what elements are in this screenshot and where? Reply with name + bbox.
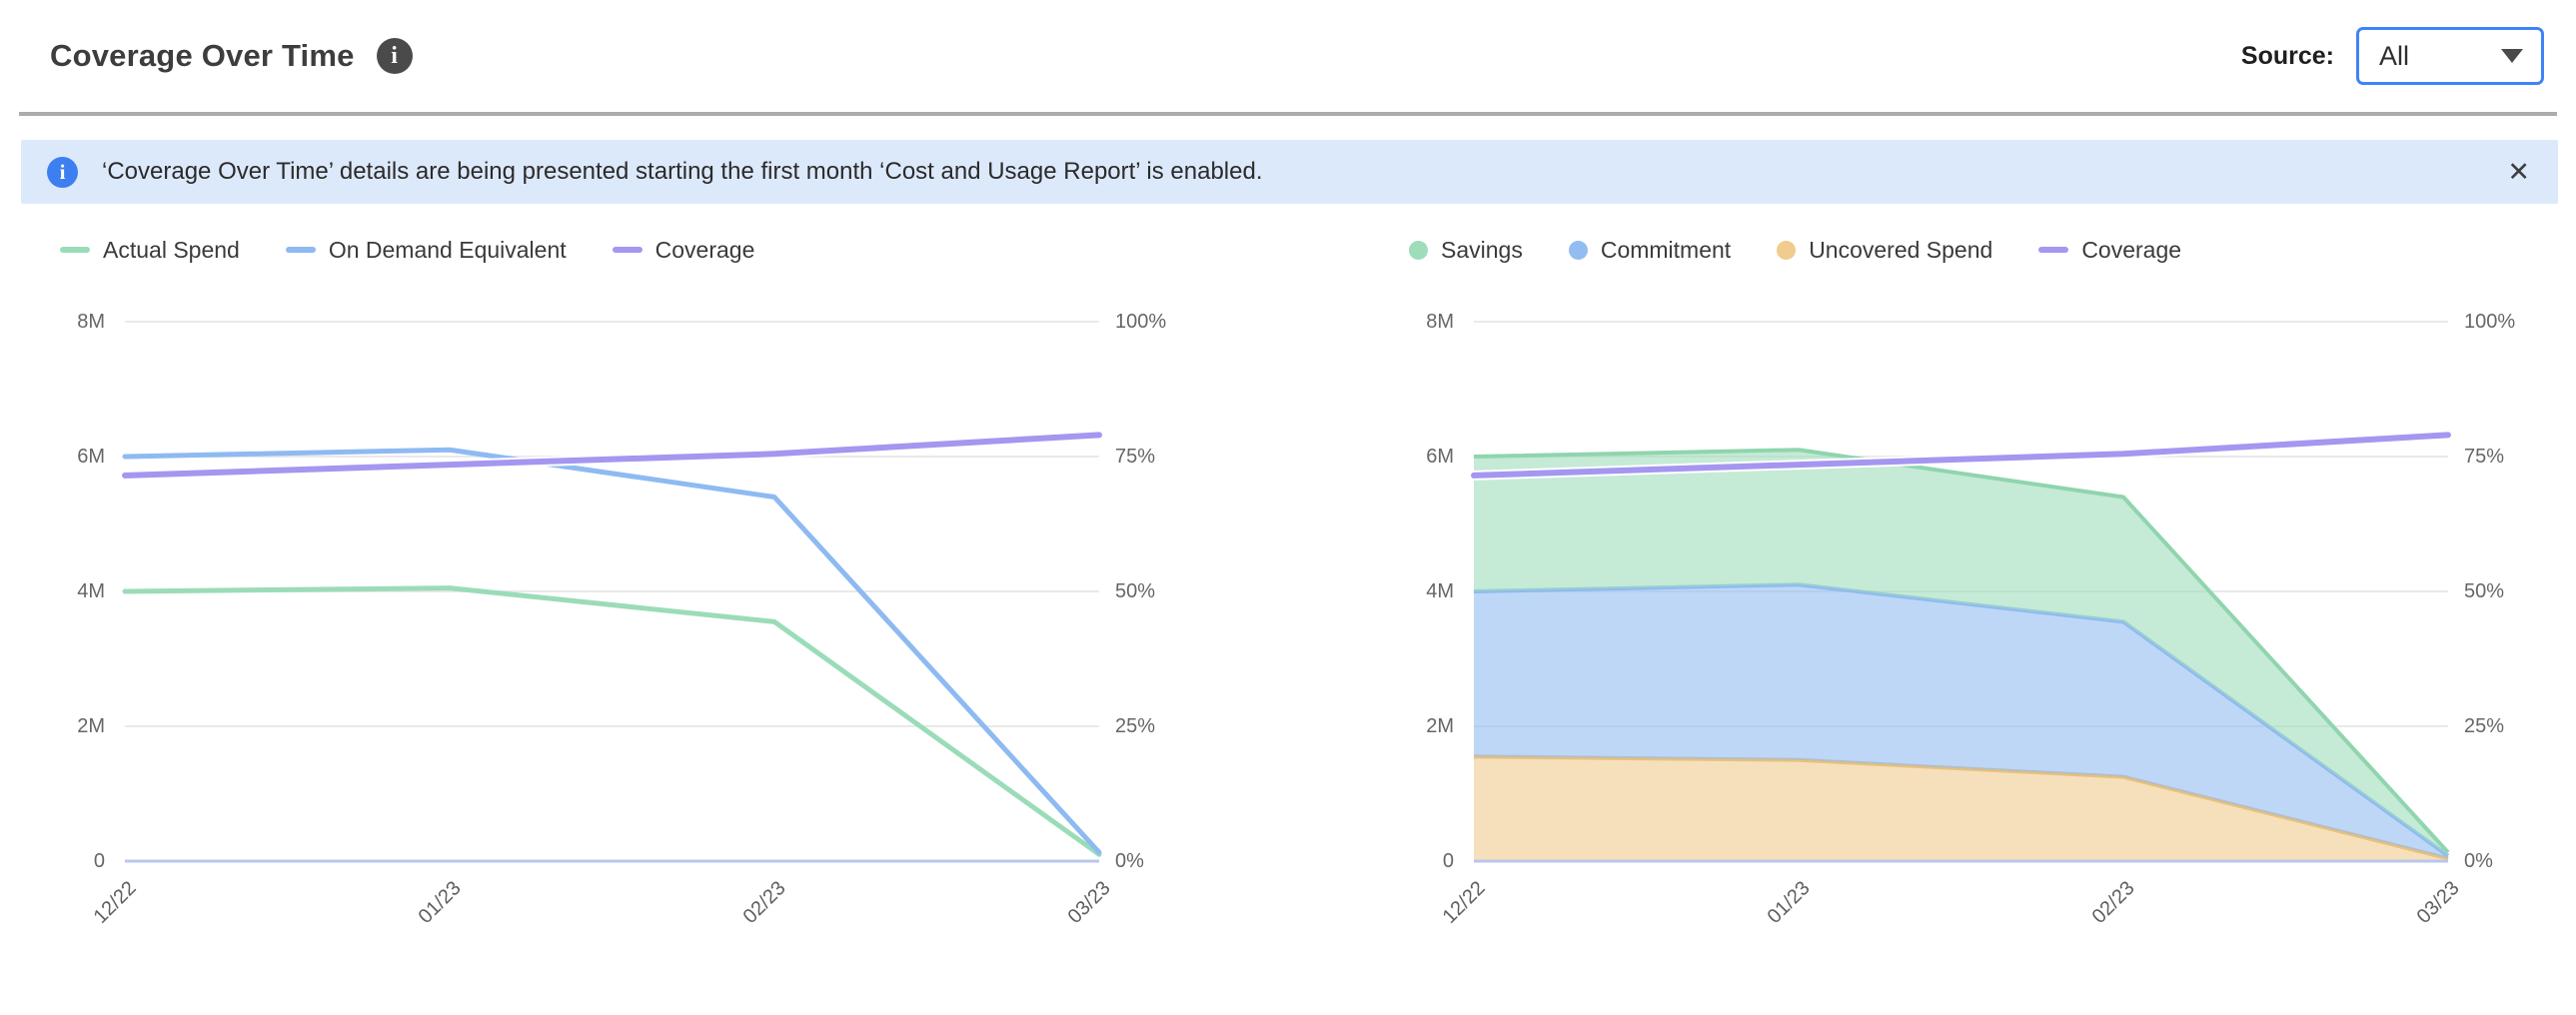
legend-dot-icon [1409, 240, 1428, 260]
area-chart-legend: Savings Commitment Uncovered Spend Coverage [1409, 234, 2528, 266]
charts-row: Actual Spend On Demand Equivalent Coverage… [0, 234, 2576, 965]
info-icon[interactable]: i [376, 38, 413, 74]
legend-dot-icon [1777, 240, 1797, 260]
axis-tick-label: 0 [1442, 850, 1454, 872]
axis-tick-label: 2M [1426, 715, 1454, 737]
legend-label: Actual Spend [103, 236, 240, 263]
legend-line-icon [2038, 247, 2069, 253]
axis-tick-label: 4M [1426, 580, 1454, 602]
legend-item-commitment[interactable]: Commitment [1568, 236, 1732, 264]
area-plot-svg [1469, 321, 2453, 863]
y-axis-left: 8M 6M 4M 2M 0 [48, 311, 125, 872]
line-chart-legend: Actual Spend On Demand Equivalent Coverage [60, 234, 1179, 266]
x-axis-tick-label: 12/22 [1438, 877, 1490, 928]
axis-tick-label: 75% [1115, 446, 1156, 468]
x-axis-tick-label: 01/23 [1763, 877, 1815, 928]
x-axis-tick-label: 03/23 [2412, 877, 2464, 928]
source-label: Source: [2240, 41, 2334, 70]
info-banner: i ‘Coverage Over Time’ details are being… [21, 140, 2558, 204]
axis-tick-label: 6M [77, 446, 105, 468]
legend-label: On Demand Equivalent [328, 236, 567, 263]
axis-tick-label: 2M [77, 715, 105, 737]
legend-line-icon [285, 247, 316, 253]
legend-line-icon [60, 247, 90, 253]
axis-tick-label: 100% [1115, 311, 1167, 333]
line-plot-svg [120, 321, 1104, 863]
legend-label: Coverage [654, 236, 755, 263]
stacked-area-chart: Savings Commitment Uncovered Spend Coverage… [1397, 234, 2528, 965]
legend-line-icon [612, 247, 643, 253]
axis-tick-label: 50% [1115, 580, 1156, 602]
x-axis-tick-label: 03/23 [1063, 877, 1115, 928]
legend-label: Commitment [1600, 236, 1732, 263]
axis-tick-label: 0% [1115, 850, 1144, 872]
y-axis-right: 100% 75% 50% 25% 0% [1099, 311, 1177, 872]
axis-tick-label: 0 [93, 850, 105, 872]
legend-item-actual-spend[interactable]: Actual Spend [60, 237, 240, 264]
spend-line-chart: Actual Spend On Demand Equivalent Coverage… [48, 234, 1179, 965]
axis-tick-label: 75% [2464, 446, 2505, 468]
legend-item-savings[interactable]: Savings [1409, 237, 1523, 264]
close-icon[interactable]: ✕ [2507, 156, 2530, 187]
axis-tick-label: 100% [2464, 311, 2516, 333]
legend-label: Coverage [2081, 236, 2182, 263]
banner-info-icon: i [47, 156, 78, 188]
legend-label: Uncovered Spend [1809, 236, 1993, 263]
header-divider [19, 112, 2557, 116]
x-axis-tick-label: 01/23 [414, 877, 466, 928]
legend-item-coverage[interactable]: Coverage [612, 236, 755, 264]
x-axis: 12/22 01/23 02/23 03/23 [1439, 861, 2464, 965]
axis-tick-label: 50% [2464, 580, 2505, 602]
axis-tick-label: 25% [2464, 715, 2505, 737]
legend-label: Savings [1441, 236, 1523, 263]
axis-tick-label: 8M [1426, 311, 1454, 333]
source-dropdown-value: All [2379, 40, 2410, 71]
x-axis-tick-label: 12/22 [89, 877, 141, 928]
chevron-down-icon [2501, 49, 2523, 63]
page-title: Coverage Over Time [50, 38, 355, 73]
axis-tick-label: 25% [1115, 715, 1156, 737]
axis-tick-label: 6M [1426, 446, 1454, 468]
legend-dot-icon [1568, 240, 1588, 260]
axis-tick-label: 0% [2464, 850, 2493, 872]
x-axis-tick-label: 02/23 [738, 877, 790, 928]
legend-item-uncovered-spend[interactable]: Uncovered Spend [1777, 237, 1992, 264]
banner-message: ‘Coverage Over Time’ details are being p… [102, 158, 1263, 185]
axis-tick-label: 4M [77, 580, 105, 602]
x-axis-tick-label: 02/23 [2087, 877, 2139, 928]
source-dropdown[interactable]: All [2356, 27, 2544, 85]
line-chart-area: 8M 6M 4M 2M 0 100% 75% 50% 25% 0% [48, 311, 1179, 872]
x-axis: 12/22 01/23 02/23 03/23 [90, 861, 1115, 965]
legend-item-on-demand-equivalent[interactable]: On Demand Equivalent [285, 236, 567, 264]
legend-item-coverage[interactable]: Coverage [2038, 237, 2181, 264]
axis-tick-label: 8M [77, 311, 105, 333]
widget-header: Coverage Over Time i Source: All [0, 0, 2576, 112]
y-axis-right: 100% 75% 50% 25% 0% [2448, 311, 2526, 872]
y-axis-left: 8M 6M 4M 2M 0 [1397, 311, 1474, 872]
area-chart-area: 8M 6M 4M 2M 0 100% 75% 50% 25% 0% [1397, 311, 2528, 872]
